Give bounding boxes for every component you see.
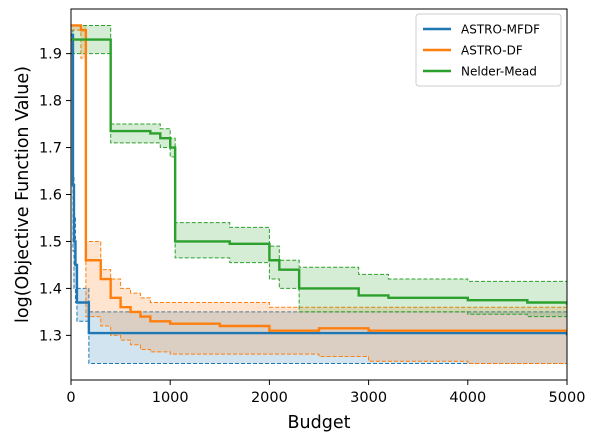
- upper-bound-nelder-mead: [71, 24, 567, 282]
- y-tick-label: 1.5: [39, 234, 62, 250]
- y-tick-label: 1.9: [39, 47, 62, 63]
- x-tick-label: 4000: [449, 390, 486, 406]
- legend-box: [415, 13, 562, 87]
- y-axis: 1.3 1.4 1.5 1.6 1.7 1.8 1.9: [39, 47, 71, 344]
- y-tick-label: 1.6: [39, 188, 62, 204]
- lower-bound-nelder-mead: [71, 53, 567, 318]
- x-tick-label: 1000: [152, 390, 189, 406]
- legend: ASTRO-MFDF ASTRO-DF Nelder-Mead: [415, 13, 562, 87]
- x-tick-label: 2000: [251, 390, 288, 406]
- x-tick-label: 3000: [350, 390, 387, 406]
- series-lines: [71, 24, 567, 336]
- band-nelder-mead: [71, 25, 567, 317]
- x-axis: 0 1000 2000 3000 4000 5000: [66, 380, 585, 406]
- y-tick-label: 1.7: [39, 141, 62, 157]
- line-astro-mfdf: [71, 33, 567, 336]
- y-axis-title: log(Objective Function Value): [13, 66, 33, 323]
- x-tick-label: 5000: [549, 390, 586, 406]
- y-tick-label: 1.3: [39, 328, 62, 344]
- legend-label-astro-mfdf: ASTRO-MFDF: [461, 23, 540, 37]
- lower-bound-astro-mfdf: [71, 53, 567, 365]
- legend-label-nelder-mead: Nelder-Mead: [461, 65, 537, 79]
- x-tick-label: 0: [66, 390, 75, 406]
- line-nelder-mead: [71, 38, 567, 305]
- legend-label-astro-df: ASTRO-DF: [461, 44, 523, 58]
- x-axis-title: Budget: [288, 413, 351, 433]
- upper-bound-astro-df: [71, 24, 567, 308]
- line-astro-df: [71, 24, 567, 332]
- y-tick-label: 1.4: [39, 281, 62, 297]
- y-tick-label: 1.8: [39, 94, 62, 110]
- lower-bound-astro-df: [71, 29, 567, 365]
